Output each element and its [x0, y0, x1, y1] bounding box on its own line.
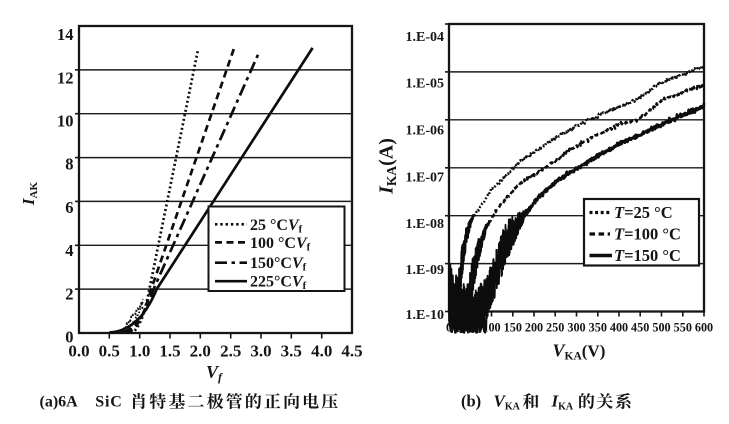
svg-text:0: 0	[446, 321, 452, 335]
svg-text:25 °CVf: 25 °CVf	[250, 217, 303, 236]
svg-text:4.0: 4.0	[311, 342, 332, 361]
svg-text:0.0: 0.0	[68, 342, 89, 361]
svg-text:1.E-09: 1.E-09	[406, 263, 445, 278]
svg-text:550: 550	[674, 321, 692, 335]
svg-text:300: 300	[567, 321, 585, 335]
svg-text:1.E-10: 1.E-10	[406, 308, 445, 323]
svg-text:4: 4	[65, 241, 73, 260]
svg-text:1.E-06: 1.E-06	[406, 124, 445, 139]
svg-text:450: 450	[631, 321, 649, 335]
svg-text:600: 600	[695, 321, 713, 335]
svg-text:T=25 °C: T=25 °C	[614, 203, 673, 222]
svg-text:3.5: 3.5	[281, 342, 302, 361]
svg-text:350: 350	[589, 321, 607, 335]
svg-text:2: 2	[65, 284, 73, 303]
svg-text:6: 6	[65, 198, 73, 217]
svg-text:1.E-07: 1.E-07	[406, 171, 445, 186]
svg-text:500: 500	[652, 321, 670, 335]
svg-text:1.E-08: 1.E-08	[406, 217, 445, 232]
svg-text:12: 12	[57, 68, 74, 87]
svg-text:1.E-04: 1.E-04	[406, 30, 445, 45]
svg-text:14: 14	[57, 25, 74, 44]
svg-text:IKA(A): IKA(A)	[376, 138, 400, 195]
svg-text:200: 200	[525, 321, 543, 335]
svg-text:4.5: 4.5	[341, 342, 362, 361]
svg-text:(a)6A: (a)6A	[40, 394, 79, 411]
svg-text:T=150 °C: T=150 °C	[614, 246, 681, 265]
svg-text:1.0: 1.0	[129, 342, 150, 361]
svg-text:3.0: 3.0	[250, 342, 271, 361]
svg-text:150°CVf: 150°CVf	[250, 255, 307, 274]
svg-text:250: 250	[546, 321, 564, 335]
svg-text:0: 0	[65, 328, 73, 347]
svg-text:SiC: SiC	[95, 394, 122, 411]
svg-text:225°CVf: 225°CVf	[250, 274, 307, 293]
svg-text:(b): (b)	[461, 392, 481, 411]
svg-text:100 °CVf: 100 °CVf	[250, 235, 311, 254]
svg-text:1.E-05: 1.E-05	[406, 77, 445, 92]
svg-text:0.5: 0.5	[99, 342, 120, 361]
svg-text:2.5: 2.5	[220, 342, 241, 361]
svg-text:T=100 °C: T=100 °C	[614, 225, 681, 244]
svg-text:2.0: 2.0	[190, 342, 211, 361]
svg-text:10: 10	[57, 112, 74, 131]
svg-text:400: 400	[610, 321, 628, 335]
svg-text:150: 150	[504, 321, 522, 335]
svg-text:8: 8	[65, 155, 73, 174]
svg-text:1.5: 1.5	[159, 342, 180, 361]
